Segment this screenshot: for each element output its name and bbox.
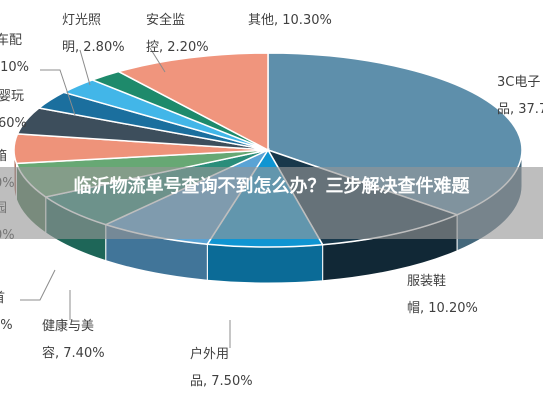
data-label-户外用品: 户外用品, 7.50% <box>190 346 253 389</box>
data-label-汽车配件: 车配.10% <box>0 32 29 75</box>
leader-line-安全监控 <box>149 47 166 73</box>
banner-title: 临沂物流单号查询不到怎么办？三步解决查件难题 <box>73 176 470 197</box>
data-label-服装鞋帽: 服装鞋帽, 10.20% <box>407 273 478 316</box>
data-label-其他: 其他, 10.30% <box>248 13 332 28</box>
leader-line-首饰 <box>20 269 56 301</box>
pie-side-户外用品 <box>206 243 324 284</box>
data-label-3C电子产品: 3C电子品, 37.7 <box>497 75 543 117</box>
data-label-安全监控: 安全监控, 2.20% <box>146 12 209 55</box>
data-label-首饰: 首0% <box>0 291 13 333</box>
slice-labels: 3C电子品, 37.7 服装鞋帽, 10.20% 户外用品, 7.50% 健康与美容,… <box>0 12 543 389</box>
pie-slice-其他 <box>116 52 269 152</box>
data-label-母婴玩具: 婴玩 60% <box>0 89 27 131</box>
data-label-灯光照明: 灯光照明, 2.80% <box>62 13 125 55</box>
leader-line-汽车配件 <box>40 69 76 116</box>
data-label-健康与美容: 健康与美容, 7.40% <box>42 318 105 361</box>
title-banner: 临沂物流单号查询不到怎么办？三步解决查件难题 <box>0 167 543 239</box>
leader-line-灯光照明 <box>79 49 91 86</box>
leader-lines <box>20 47 231 348</box>
